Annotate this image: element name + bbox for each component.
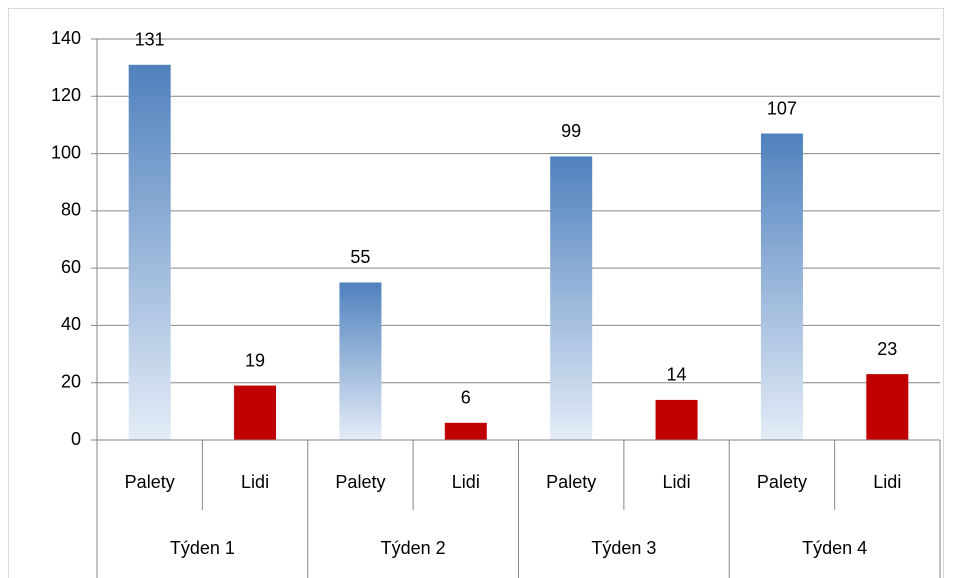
- y-tick-label: 60: [61, 257, 81, 277]
- bar: [550, 156, 593, 440]
- group-label: Týden 3: [591, 538, 656, 558]
- chart-border: [8, 8, 944, 578]
- x-tick-label: Palety: [546, 472, 596, 492]
- x-tick-label: Lidi: [241, 472, 269, 492]
- data-label: 55: [350, 247, 370, 267]
- data-label: 19: [245, 350, 265, 370]
- bar: [655, 399, 698, 440]
- group-label: Týden 4: [802, 538, 867, 558]
- bar: [339, 282, 382, 440]
- data-label: 99: [561, 121, 581, 141]
- data-label: 107: [767, 98, 797, 118]
- y-tick-label: 80: [61, 200, 81, 220]
- x-tick-label: Lidi: [452, 472, 480, 492]
- group-label: Týden 1: [170, 538, 235, 558]
- x-tick-label: Palety: [757, 472, 807, 492]
- data-label: 23: [877, 339, 897, 359]
- y-tick-label: 40: [61, 314, 81, 334]
- data-label: 6: [461, 388, 471, 408]
- bar: [866, 374, 909, 440]
- x-tick-label: Palety: [335, 472, 385, 492]
- bar: [128, 64, 171, 441]
- bar: [234, 385, 277, 440]
- y-tick-label: 120: [51, 85, 81, 105]
- x-tick-label: Lidi: [663, 472, 691, 492]
- bar: [444, 422, 487, 440]
- x-tick-label: Palety: [125, 472, 175, 492]
- group-label: Týden 2: [381, 538, 446, 558]
- y-tick-label: 140: [51, 28, 81, 48]
- data-label: 131: [135, 30, 165, 50]
- x-tick-label: Lidi: [873, 472, 901, 492]
- data-label: 14: [667, 365, 687, 385]
- y-tick-label: 20: [61, 371, 81, 391]
- y-tick-label: 0: [71, 429, 81, 449]
- y-tick-label: 100: [51, 142, 81, 162]
- bar: [760, 133, 803, 440]
